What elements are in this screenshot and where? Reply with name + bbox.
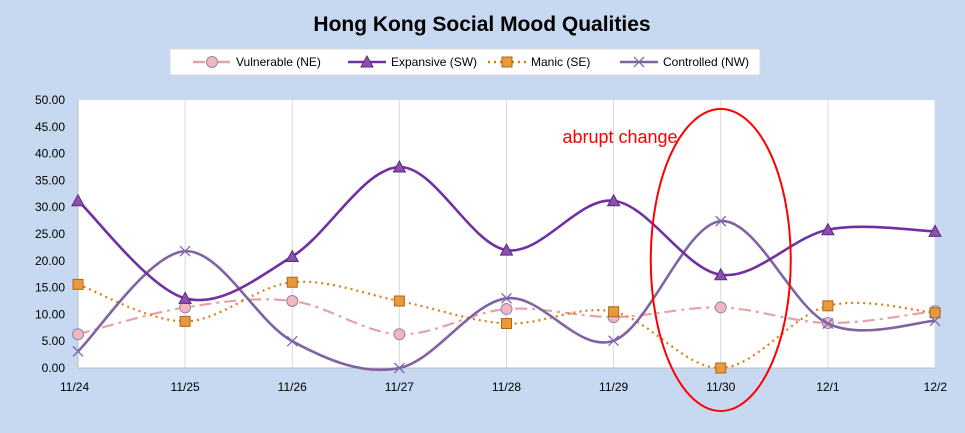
series-line-expansive-sw bbox=[77, 165, 936, 302]
legend-marker-controlled-nw bbox=[633, 56, 645, 68]
x-marker-stroke bbox=[286, 335, 298, 347]
y-tick-label: 45.00 bbox=[35, 120, 65, 134]
y-tick-label: 0.00 bbox=[42, 361, 66, 375]
series-manic-se bbox=[72, 276, 941, 374]
legend-item-manic-se: Manic (SE) bbox=[488, 55, 590, 69]
legend-label-vulnerable-ne: Vulnerable (NE) bbox=[236, 55, 321, 69]
data-point-expansive-sw-2 bbox=[285, 249, 300, 263]
legend-label-expansive-sw: Expansive (SW) bbox=[391, 55, 477, 69]
x-marker-stroke bbox=[822, 318, 834, 329]
legend: Vulnerable (NE) Expansive (SW) Manic (SE) C… bbox=[169, 48, 761, 76]
legend-item-expansive-sw: Expansive (SW) bbox=[348, 54, 477, 69]
x-marker-stroke bbox=[72, 345, 84, 357]
data-point-manic-se-1 bbox=[179, 315, 191, 327]
y-tick-label: 15.00 bbox=[35, 281, 65, 295]
series-layer bbox=[71, 159, 942, 374]
series-controlled-nw bbox=[72, 215, 941, 374]
data-point-vulnerable-ne-3 bbox=[393, 328, 406, 341]
y-tick-label: 10.00 bbox=[35, 307, 65, 321]
y-tick-label: 40.00 bbox=[35, 147, 65, 161]
legend-marker-expansive-sw bbox=[360, 54, 374, 68]
legend-marker-manic-se bbox=[501, 56, 513, 68]
data-point-expansive-sw-0 bbox=[71, 193, 85, 207]
x-tick-label: 11/26 bbox=[278, 380, 307, 394]
legend-label-controlled-nw: Controlled (NW) bbox=[663, 55, 749, 69]
data-point-manic-se-6 bbox=[715, 362, 727, 374]
x-tick-label: 11/29 bbox=[599, 380, 628, 394]
x-tick-label: 11/25 bbox=[171, 380, 200, 394]
legend-item-controlled-nw: Controlled (NW) bbox=[620, 55, 749, 69]
legend-marker-vulnerable-ne bbox=[206, 56, 218, 68]
x-marker-stroke bbox=[715, 215, 727, 227]
data-point-controlled-nw-5 bbox=[608, 335, 620, 347]
data-point-vulnerable-ne-2 bbox=[286, 295, 299, 307]
x-marker-stroke bbox=[633, 56, 645, 68]
y-tick-label: 20.00 bbox=[35, 254, 65, 268]
data-point-expansive-sw-3 bbox=[392, 159, 407, 173]
x-tick-label: 11/28 bbox=[492, 380, 521, 394]
y-tick-label: 25.00 bbox=[35, 227, 65, 241]
data-point-manic-se-7 bbox=[822, 300, 834, 312]
chart-title: Hong Kong Social Mood Qualities bbox=[313, 13, 650, 36]
series-line-vulnerable-ne bbox=[77, 298, 936, 336]
y-tick-label: 30.00 bbox=[35, 200, 65, 214]
data-point-controlled-nw-3 bbox=[393, 362, 405, 374]
data-point-controlled-nw-4 bbox=[501, 292, 512, 304]
series-expansive-sw bbox=[71, 159, 942, 304]
data-point-manic-se-2 bbox=[286, 276, 298, 288]
data-point-controlled-nw-8 bbox=[929, 315, 941, 327]
legend-item-vulnerable-ne: Vulnerable (NE) bbox=[193, 55, 321, 69]
annotation-label: abrupt change bbox=[562, 127, 677, 147]
x-tick-label: 11/30 bbox=[706, 380, 735, 394]
axes: 0.00 5.00 10.00 15.00 20.00 25.00 30.00 35.00 40… bbox=[35, 93, 947, 394]
data-point-expansive-sw-6 bbox=[713, 267, 728, 281]
data-point-expansive-sw-8 bbox=[928, 224, 942, 237]
x-tick-label: 11/27 bbox=[385, 380, 414, 394]
data-point-controlled-nw-2 bbox=[286, 335, 298, 347]
data-point-expansive-sw-5 bbox=[606, 193, 621, 207]
y-tick-label: 5.00 bbox=[42, 334, 66, 348]
y-tick-label: 50.00 bbox=[35, 93, 65, 107]
data-point-vulnerable-ne-6 bbox=[714, 301, 727, 314]
legend-label-manic-se: Manic (SE) bbox=[531, 55, 590, 69]
legend-box bbox=[169, 48, 761, 76]
data-point-vulnerable-ne-4 bbox=[500, 303, 513, 316]
x-marker-stroke bbox=[929, 315, 941, 327]
x-tick-label: 12/1 bbox=[816, 380, 840, 394]
annotation-layer: abrupt change bbox=[562, 108, 792, 412]
annotation-ellipse bbox=[649, 108, 792, 412]
x-marker-stroke bbox=[393, 362, 405, 374]
data-point-manic-se-3 bbox=[393, 295, 405, 307]
x-tick-label: 12/2 bbox=[924, 380, 948, 394]
data-point-controlled-nw-7 bbox=[822, 318, 834, 329]
data-point-controlled-nw-6 bbox=[715, 215, 727, 227]
data-point-manic-se-0 bbox=[72, 278, 84, 290]
data-point-expansive-sw-7 bbox=[821, 222, 835, 236]
x-tick-label: 11/24 bbox=[60, 380, 89, 394]
data-point-vulnerable-ne-0 bbox=[72, 328, 84, 341]
x-marker-stroke bbox=[608, 335, 620, 347]
data-point-manic-se-5 bbox=[608, 306, 620, 318]
data-point-controlled-nw-1 bbox=[179, 245, 191, 257]
data-point-controlled-nw-0 bbox=[72, 345, 84, 357]
data-point-manic-se-8 bbox=[929, 307, 941, 319]
x-marker-stroke bbox=[179, 245, 191, 257]
data-point-manic-se-4 bbox=[501, 318, 512, 330]
data-point-expansive-sw-4 bbox=[499, 243, 514, 256]
x-marker-stroke bbox=[501, 292, 512, 304]
y-tick-label: 35.00 bbox=[35, 173, 65, 187]
data-point-expansive-sw-1 bbox=[178, 291, 192, 304]
